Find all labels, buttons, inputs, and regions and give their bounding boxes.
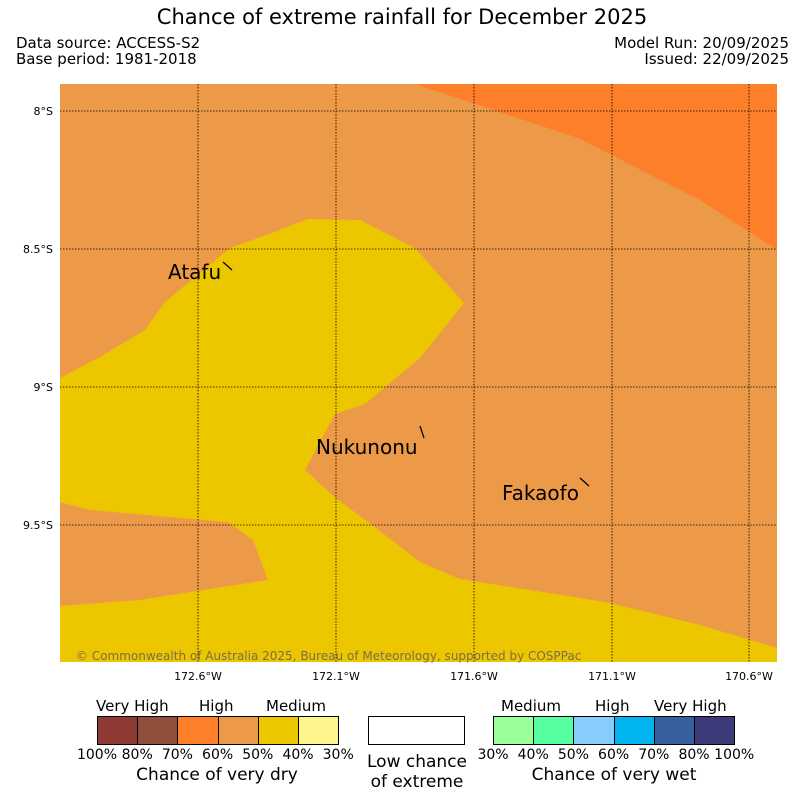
model-run: Model Run: 20/09/2025	[614, 34, 789, 52]
dry-tick-label: 40%	[282, 747, 314, 763]
map-regions	[60, 84, 777, 662]
nukunonu-marker	[419, 425, 425, 439]
data-source: Data source: ACCESS-S2	[16, 34, 201, 52]
lon-label: 170.6°W	[725, 670, 773, 683]
dry-swatch	[257, 716, 299, 745]
place-labels: Atafu Nukunonu Fakaofo	[168, 260, 579, 505]
wet-tick-label: 100%	[714, 747, 755, 763]
wet-tick-label: 80%	[678, 747, 710, 763]
lon-label: 172.6°W	[174, 670, 222, 683]
base-period: Base period: 1981-2018	[16, 50, 197, 68]
place-label-nukunonu: Nukunonu	[316, 435, 418, 459]
wet-cat-very-high: Very High	[654, 697, 727, 715]
lon-label: 172.1°W	[312, 670, 360, 683]
dry-swatch	[137, 716, 179, 745]
lon-label: 171.6°W	[450, 670, 498, 683]
lon-label: 171.1°W	[588, 670, 636, 683]
wet-swatch	[694, 716, 736, 745]
wet-cat-high: High	[595, 697, 630, 715]
dry-cat-very-high: Very High	[96, 697, 169, 715]
dry-cat-medium: Medium	[266, 697, 326, 715]
region-medium-dry	[60, 219, 777, 662]
axis-labels: 8°S 8.5°S 9°S 9.5°S 172.6°W 172.1°W 171.6°W 171…	[23, 105, 773, 683]
wet-tick-label: 30%	[477, 747, 509, 763]
lat-label: 8.5°S	[23, 243, 53, 256]
dry-caption: Chance of very dry	[136, 765, 298, 785]
wet-swatch	[533, 716, 575, 745]
wet-tick-label: 60%	[598, 747, 630, 763]
place-label-fakaofo: Fakaofo	[502, 481, 579, 505]
wet-tick-label: 40%	[517, 747, 549, 763]
dry-tick-label: 30%	[322, 747, 354, 763]
dry-tick-label: 70%	[161, 747, 193, 763]
copyright-notice: © Commonwealth of Australia 2025, Bureau…	[76, 649, 581, 663]
wet-swatch	[573, 716, 615, 745]
meta-right: Model Run: 20/09/2025 Issued: 22/09/2025	[614, 35, 789, 67]
map-title: Chance of extreme rainfall for December …	[156, 5, 648, 29]
wet-swatch	[653, 716, 695, 745]
dry-swatch	[97, 716, 139, 745]
dry-tick-label: 100%	[76, 747, 118, 763]
lat-label: 8°S	[34, 105, 53, 118]
atafu-marker	[222, 261, 233, 271]
low-chance-label: Low chance of extreme	[355, 752, 479, 792]
dry-tick-label: 50%	[242, 747, 274, 763]
dry-tick-label: 80%	[121, 747, 153, 763]
wet-swatch	[493, 716, 535, 745]
map-grid	[60, 84, 777, 662]
wet-cat-medium: Medium	[501, 697, 561, 715]
lat-label: 9.5°S	[23, 519, 53, 532]
dry-swatch	[298, 716, 340, 745]
place-label-atafu: Atafu	[168, 260, 221, 284]
dry-swatch	[217, 716, 259, 745]
wet-swatch	[613, 716, 655, 745]
low-chance-line-2: of extreme	[370, 772, 464, 792]
place-markers	[222, 261, 590, 487]
low-chance-swatch	[368, 716, 465, 745]
region-high-dry	[415, 84, 777, 250]
fakaofo-marker	[579, 477, 590, 487]
wet-caption: Chance of very wet	[531, 765, 697, 785]
dry-swatch	[177, 716, 219, 745]
wet-tick-label: 70%	[638, 747, 670, 763]
lat-label: 9°S	[34, 381, 53, 394]
low-chance-line-1: Low chance	[367, 752, 467, 772]
meta-left: Data source: ACCESS-S2 Base period: 1981…	[16, 35, 200, 67]
wet-tick-label: 50%	[557, 747, 589, 763]
dry-tick-label: 60%	[202, 747, 234, 763]
issued-date: Issued: 22/09/2025	[644, 50, 789, 68]
dry-cat-high: High	[199, 697, 234, 715]
